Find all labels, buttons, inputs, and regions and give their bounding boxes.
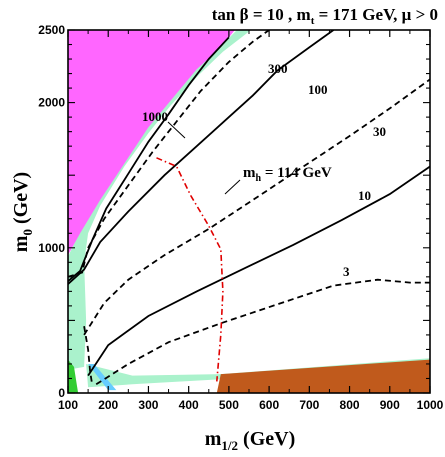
- y-tick-label: 2500: [38, 23, 65, 37]
- contour-30: [83, 78, 430, 336]
- contour-label-10: 10: [358, 188, 371, 203]
- contour-label-1000-arrow: [167, 121, 186, 139]
- higgs-label: mh = 114 GeV: [243, 165, 332, 184]
- chart-title: tan β = 10 , mt = 171 GeV, μ > 0: [212, 5, 438, 27]
- contour-10: [87, 165, 430, 377]
- x-axis-label: m1/2 (GeV): [205, 428, 296, 453]
- higgs-mass-line: [156, 157, 224, 382]
- x-tick-label: 1000: [417, 398, 444, 412]
- excluded-region-upper: [68, 30, 235, 256]
- y-tick-label: 1000: [38, 241, 65, 255]
- x-tick-label: 400: [179, 398, 199, 412]
- x-tick-label: 800: [340, 398, 360, 412]
- contours: [68, 30, 430, 386]
- x-tick-label: 500: [219, 398, 239, 412]
- axis-ticks: 100 200 300 400 500 600 700 800 900 1000 0 1000 2000…: [38, 23, 443, 412]
- contour-label-3: 3: [343, 264, 350, 279]
- contour-100: [68, 30, 335, 285]
- y-tick-label: 0: [58, 386, 65, 400]
- contour-label-100: 100: [308, 82, 328, 97]
- x-tick-label: 300: [138, 398, 158, 412]
- y-tick-label: 2000: [38, 96, 65, 110]
- contour-3: [95, 278, 430, 386]
- higgs-contour: [156, 157, 224, 382]
- x-tick-label: 900: [380, 398, 400, 412]
- contour-label-30: 30: [373, 124, 386, 139]
- contour-300: [68, 30, 270, 278]
- x-tick-label: 200: [98, 398, 118, 412]
- y-axis-label: m0 (GeV): [10, 172, 35, 252]
- excluded-region-lower: [216, 359, 430, 393]
- regions: [68, 30, 430, 393]
- higgs-label-arrow: [224, 179, 241, 195]
- contour-label-300: 300: [268, 61, 288, 76]
- contour-unlabeled-6: [83, 326, 93, 385]
- contour-label-1000: 1000: [142, 109, 168, 124]
- x-tick-label: 700: [299, 398, 319, 412]
- x-tick-label: 100: [58, 398, 78, 412]
- x-tick-label: 600: [259, 398, 279, 412]
- gminus2-region: [88, 364, 117, 391]
- lep-excluded-region: [68, 359, 79, 393]
